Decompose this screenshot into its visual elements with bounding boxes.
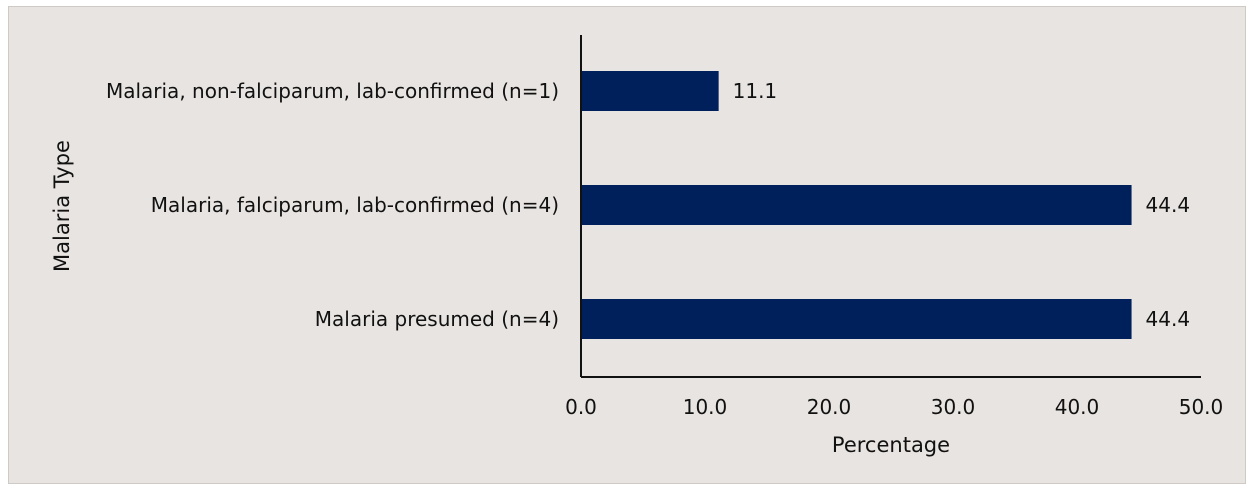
y-axis-title: Malaria Type <box>50 140 74 272</box>
bar <box>581 71 719 111</box>
category-labels: Malaria, non-falciparum, lab-confirmed (… <box>106 79 559 331</box>
bars-group <box>581 71 1132 339</box>
bar <box>581 299 1132 339</box>
x-tick-label: 40.0 <box>1055 395 1100 419</box>
bar <box>581 185 1132 225</box>
category-label: Malaria presumed (n=4) <box>315 307 559 331</box>
x-tick-label: 50.0 <box>1179 395 1224 419</box>
x-tick-label: 30.0 <box>931 395 976 419</box>
category-label: Malaria, non-falciparum, lab-confirmed (… <box>106 79 559 103</box>
data-label: 44.4 <box>1146 193 1191 217</box>
x-tick-label: 0.0 <box>565 395 597 419</box>
x-axis-title: Percentage <box>832 433 950 457</box>
x-tick-labels: 0.0 10.0 20.0 30.0 40.0 50.0 <box>565 395 1223 419</box>
x-tick-label: 10.0 <box>683 395 728 419</box>
data-label: 44.4 <box>1146 307 1191 331</box>
category-label: Malaria, falciparum, lab-confirmed (n=4) <box>151 193 559 217</box>
data-label: 11.1 <box>733 79 778 103</box>
x-tick-label: 20.0 <box>807 395 852 419</box>
value-labels: 11.1 44.4 44.4 <box>733 79 1190 331</box>
